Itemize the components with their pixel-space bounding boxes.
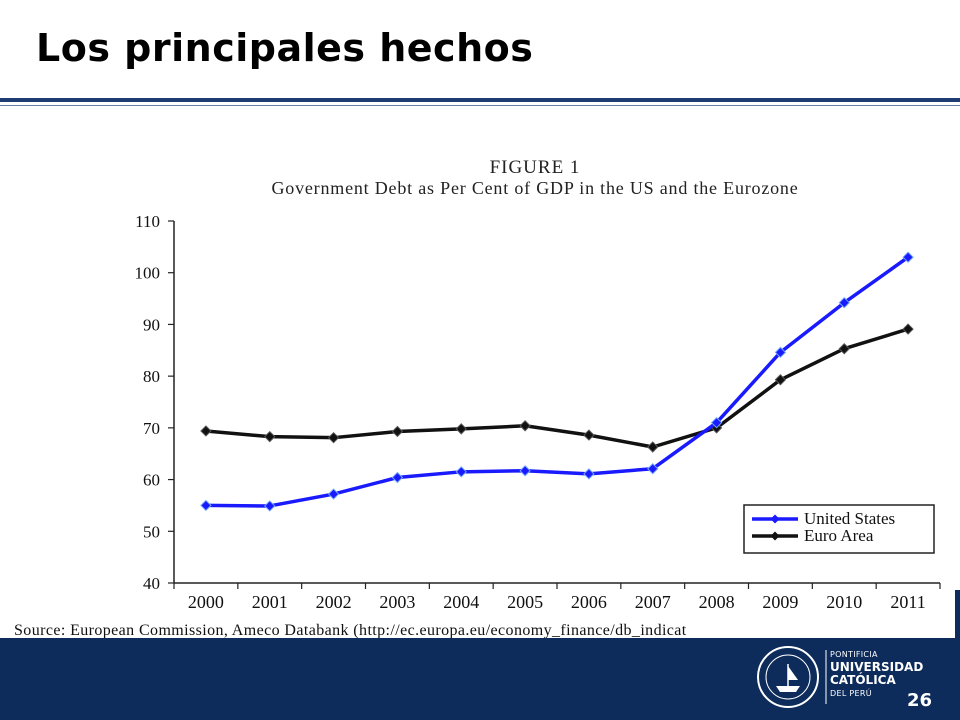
- series-line-euro-area: [205, 327, 909, 449]
- x-tick-label: 2011: [890, 592, 925, 612]
- debt-line-chart: 40 50 60 70 80 90 100 110 2000 2001 2002 2003 2004 20…: [135, 212, 941, 612]
- data-point-united-states: [774, 346, 787, 359]
- data-point-euro-area: [391, 425, 404, 438]
- data-point-united-states: [200, 499, 212, 512]
- x-tick-label: 2006: [571, 592, 607, 612]
- legend-label: United States: [804, 509, 895, 528]
- y-tick-label: 80: [143, 367, 160, 386]
- y-tick-label: 50: [143, 522, 160, 541]
- x-tick-label: 2008: [699, 592, 735, 612]
- header-rule-thin: [0, 105, 960, 106]
- x-tick-label: 2005: [507, 592, 543, 612]
- data-point-euro-area: [264, 430, 276, 443]
- data-point-united-states: [391, 471, 404, 484]
- header-rule: [0, 98, 960, 102]
- x-tick-label: 2002: [316, 592, 352, 612]
- y-tick-label: 40: [143, 574, 160, 593]
- slide-title: Los principales hechos: [36, 26, 534, 70]
- data-point-euro-area: [647, 441, 659, 453]
- x-tick-label: 2001: [252, 592, 288, 612]
- data-point-united-states: [647, 463, 659, 475]
- data-point-euro-area: [519, 420, 531, 432]
- data-point-united-states: [519, 465, 531, 477]
- data-point-united-states: [583, 468, 595, 480]
- x-tick-label: 2007: [635, 592, 671, 612]
- data-point-united-states: [710, 416, 723, 429]
- y-tick-label: 110: [135, 212, 160, 231]
- logo-line-2: UNIVERSIDAD: [830, 660, 924, 674]
- x-tick-label: 2000: [188, 592, 224, 612]
- data-point-euro-area: [327, 431, 340, 444]
- logo-line-3: CATÓLICA: [830, 673, 896, 687]
- figure-label: FIGURE 1: [489, 157, 581, 178]
- x-tick-label: 2003: [379, 592, 415, 612]
- footer-band: [0, 638, 960, 720]
- data-point-united-states: [902, 251, 914, 263]
- data-point-euro-area: [583, 429, 595, 441]
- data-point-euro-area: [455, 423, 467, 435]
- y-tick-label: 60: [143, 471, 160, 490]
- x-tick-label: 2010: [826, 592, 862, 612]
- data-point-united-states: [327, 488, 340, 500]
- university-seal-logo: [757, 646, 827, 708]
- legend-box: [743, 504, 935, 554]
- y-tick-label: 90: [143, 315, 160, 334]
- x-tick-label: 2009: [762, 592, 798, 612]
- x-tick-label: 2004: [443, 592, 479, 612]
- page-number: 26: [906, 690, 932, 711]
- data-point-euro-area: [200, 425, 212, 437]
- logo-line-4: DEL PERÚ: [830, 689, 872, 698]
- figure-caption: FIGURE 1 Government Debt as Per Cent of …: [120, 157, 950, 199]
- legend-label: Euro Area: [804, 526, 874, 545]
- data-point-united-states: [264, 500, 276, 512]
- data-point-united-states: [455, 466, 467, 478]
- logo-line-1: PONTIFICIA: [830, 650, 878, 659]
- data-point-euro-area: [774, 374, 787, 386]
- footer-edge: [955, 590, 960, 638]
- source-note: Source: European Commission, Ameco Datab…: [14, 622, 687, 639]
- y-tick-label: 100: [135, 264, 161, 283]
- legend-marker: [770, 531, 780, 541]
- series-line-united-states: [205, 255, 910, 508]
- data-point-united-states: [838, 297, 850, 309]
- data-point-euro-area: [838, 343, 850, 355]
- university-name: PONTIFICIA UNIVERSIDAD CATÓLICA DEL PERÚ: [830, 648, 923, 700]
- y-tick-label: 70: [143, 419, 160, 438]
- chart-title: Government Debt as Per Cent of GDP in th…: [271, 178, 799, 198]
- legend-marker: [770, 514, 780, 524]
- data-point-euro-area: [902, 323, 914, 335]
